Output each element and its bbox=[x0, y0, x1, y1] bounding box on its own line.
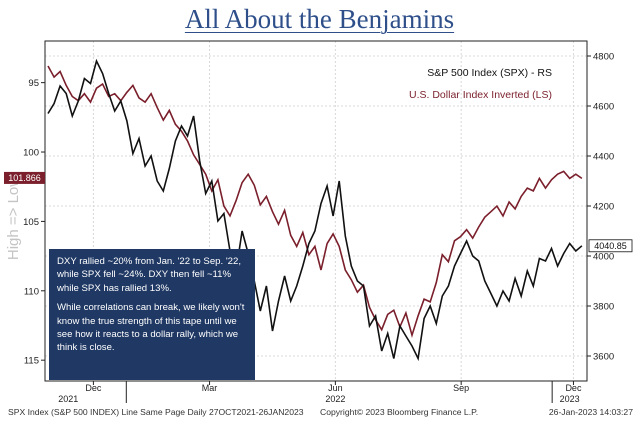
right-tick-label: 3800 bbox=[593, 302, 614, 313]
left-tick-label: 105 bbox=[23, 217, 39, 228]
gridlines bbox=[45, 41, 587, 381]
spx-last-value: 4040.85 bbox=[594, 241, 627, 251]
left-axis-label: High => Low bbox=[5, 176, 22, 260]
year-label: 2022 bbox=[325, 394, 345, 404]
spx-series-line bbox=[47, 58, 583, 362]
x-tick-label: Dec bbox=[565, 383, 582, 393]
right-axis: 4800 4600 4400 4200 4000 3800 3600 bbox=[587, 52, 614, 363]
legend-entry-spx: S&P 500 Index (SPX) - RS bbox=[427, 67, 552, 79]
left-tick-label: 95 bbox=[28, 78, 39, 89]
page-title: All About the Benjamins bbox=[184, 4, 455, 34]
footer-left: SPX Index (S&P 500 INDEX) Line Same Page… bbox=[8, 407, 304, 417]
dxy-last-value-tag: 101.866 bbox=[4, 171, 45, 184]
right-tick-label: 4800 bbox=[593, 52, 614, 63]
year-label: 2023 bbox=[560, 394, 580, 404]
x-axis: Dec Mar Jun Sep Dec 2021 2022 2023 bbox=[58, 381, 582, 404]
annotation-paragraph-1: DXY rallied ~20% from Jan. '22 to Sep. '… bbox=[57, 256, 242, 294]
left-tick-label: 115 bbox=[24, 356, 39, 367]
footer-copyright: Copyright© 2023 Bloomberg Finance L.P. bbox=[320, 407, 479, 417]
left-tick-label: 110 bbox=[24, 286, 39, 297]
footer-timestamp: 26-Jan-2023 14:03:27 bbox=[548, 407, 633, 417]
plot-frame bbox=[44, 40, 588, 382]
left-axis: 95 100 105 110 115 bbox=[23, 78, 45, 367]
right-tick-label: 4600 bbox=[593, 102, 614, 113]
right-tick-label: 4000 bbox=[593, 252, 614, 263]
dxy-last-value: 101.866 bbox=[8, 173, 41, 183]
x-tick-label: Sep bbox=[453, 383, 469, 393]
left-tick-label: 100 bbox=[23, 148, 39, 159]
x-tick-label: Mar bbox=[202, 383, 218, 393]
footer: SPX Index (S&P 500 INDEX) Line Same Page… bbox=[8, 407, 633, 417]
annotation-box: DXY rallied ~20% from Jan. '22 to Sep. '… bbox=[49, 249, 255, 380]
dxy-series-line bbox=[47, 65, 583, 339]
right-tick-label: 4200 bbox=[593, 202, 614, 213]
right-tick-label: 3600 bbox=[593, 352, 614, 363]
right-tick-label: 4400 bbox=[593, 152, 614, 163]
annotation-paragraph-2: While correlations can break, we likely … bbox=[57, 302, 245, 354]
spx-last-value-tag: 4040.85 bbox=[588, 239, 633, 253]
x-tick-label: Jun bbox=[328, 383, 343, 393]
year-label: 2021 bbox=[58, 394, 78, 404]
legend-entry-dxy: U.S. Dollar Index Inverted (LS) bbox=[409, 89, 552, 101]
x-tick-label: Dec bbox=[85, 383, 102, 393]
